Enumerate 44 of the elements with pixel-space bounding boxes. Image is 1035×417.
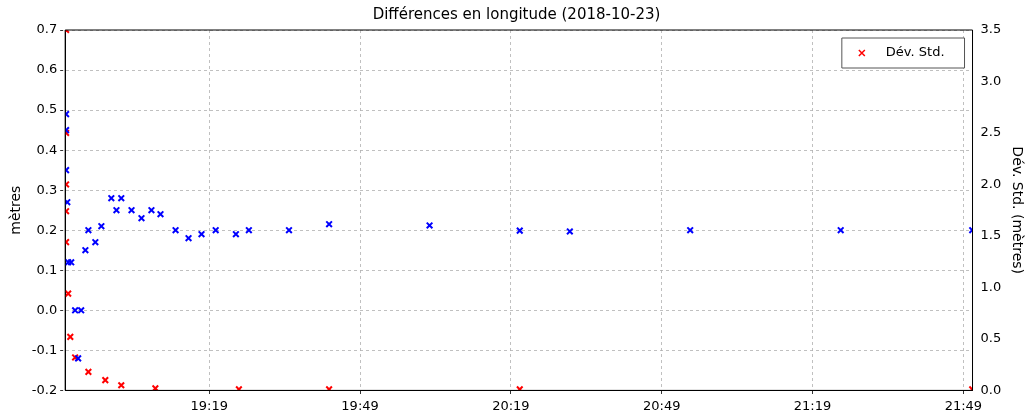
y-tick-label: 0.5 <box>36 101 58 117</box>
point <box>184 234 193 243</box>
y2-tick-label: 1.0 <box>980 278 1002 294</box>
x-tick-label: 20:49 <box>643 397 681 413</box>
point <box>686 226 695 235</box>
y-axis-title: mètres <box>7 185 24 235</box>
y2-tick-label: 2.5 <box>980 124 1002 140</box>
point <box>81 246 90 255</box>
y2-tick-label: 2.0 <box>980 175 1002 191</box>
legend-label: Dév. Std. <box>885 44 945 60</box>
chart-title: Différences en longitude (2018-10-23) <box>372 4 661 23</box>
point <box>245 226 253 235</box>
y-tick-label: 0.1 <box>36 261 58 277</box>
x-tick-label: 19:49 <box>341 397 379 413</box>
y2-tick-label: 3.0 <box>980 72 1002 88</box>
y-tick-label: -0.1 <box>31 341 58 357</box>
point <box>101 376 110 384</box>
y2-tick-label: 3.5 <box>980 21 1002 37</box>
x-tick-label: 21:49 <box>944 397 983 413</box>
y-tick-label: 0.6 <box>36 61 58 77</box>
point <box>137 214 146 223</box>
y-tick-label: -0.2 <box>31 381 58 397</box>
y2-tick-label: 0.5 <box>980 330 1002 346</box>
x-tick-label: 19:19 <box>190 397 228 413</box>
y-tick-label: 0.7 <box>36 21 58 37</box>
y-tick-label: 0.4 <box>36 141 58 157</box>
y-tick-label: 0.2 <box>36 221 58 237</box>
x-tick-label: 21:19 <box>793 397 832 413</box>
point <box>566 227 574 236</box>
point <box>147 206 156 215</box>
point <box>171 226 180 235</box>
y-tick-label: 0.0 <box>36 301 58 317</box>
point <box>84 226 93 235</box>
y2-tick-label: 0.0 <box>980 381 1002 397</box>
y2-tick-label: 1.5 <box>980 227 1002 243</box>
y2-axis-title: Dév. Std. (mètres) <box>1009 146 1026 275</box>
y-tick-label: 0.3 <box>36 181 58 197</box>
point <box>112 206 121 215</box>
point <box>127 206 136 215</box>
point <box>515 226 524 235</box>
point <box>197 230 206 239</box>
point <box>425 221 434 230</box>
point <box>156 210 165 219</box>
x-tick-label: 20:19 <box>492 397 530 413</box>
